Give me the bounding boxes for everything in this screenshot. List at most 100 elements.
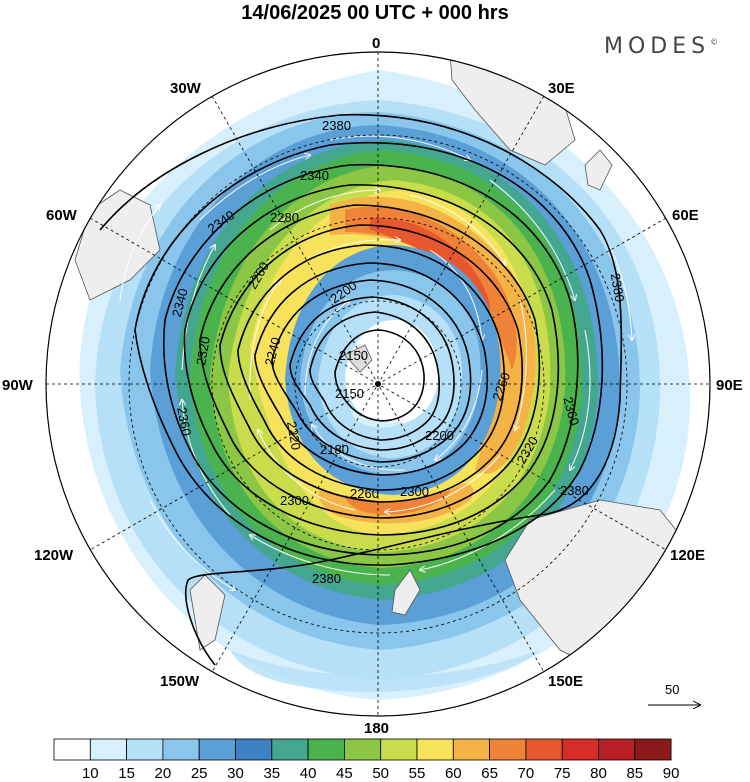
- contour-2320: [183, 184, 560, 536]
- streamline: [409, 194, 505, 265]
- contour-2200: [289, 296, 455, 451]
- lon-label-60e: 60E: [672, 207, 699, 224]
- contour-label: 2380: [312, 571, 341, 586]
- colorbar-label: 50: [372, 765, 389, 782]
- colorbar-label: 70: [518, 765, 535, 782]
- colorbar-label: 20: [155, 765, 172, 782]
- colorbar-swatch: [489, 738, 527, 761]
- streamline: [149, 499, 235, 590]
- colorbar-label: 85: [626, 765, 643, 782]
- streamline: [250, 535, 391, 576]
- lon-label-150e: 150E: [548, 673, 583, 690]
- contour-2150: [334, 329, 425, 422]
- colorbar: 10 15 20 25 30 35 40 45 50 55 60 65 70 75 80 85 90: [53, 738, 679, 782]
- streamline: [489, 179, 575, 300]
- streamline: [119, 205, 160, 301]
- streamline: [181, 245, 215, 371]
- colorbar-swatch: [126, 738, 164, 761]
- contour-2340: [162, 163, 579, 556]
- colorbar-label: 25: [191, 765, 208, 782]
- brand-mark: ©: [710, 37, 719, 47]
- colorbar-swatch: [198, 738, 236, 761]
- streamline: [515, 299, 527, 430]
- contour-label: 2360: [174, 406, 194, 437]
- colorbar-swatch: [634, 738, 672, 761]
- streamline: [420, 489, 556, 570]
- colorbar-swatch: [452, 738, 490, 761]
- streamline: [570, 329, 591, 470]
- contour-label-layer: 2380 2380 2380 2380 2360 2360 2340 2340 …: [169, 118, 628, 586]
- colorbar-swatch: [53, 738, 91, 761]
- contour-2180: [309, 311, 441, 441]
- madagascar-land: [584, 149, 613, 191]
- colorbar-label: 55: [409, 765, 426, 782]
- antarctic-peninsula: [344, 344, 373, 373]
- colorbar-swatch: [89, 738, 128, 761]
- latitude-circle: [128, 134, 628, 634]
- lon-label-60w: 60W: [46, 207, 78, 224]
- streamline: [269, 190, 380, 231]
- lon-label-180: 180: [364, 720, 389, 737]
- contour-label: 2380: [608, 272, 628, 303]
- contour-label: 2150: [335, 386, 364, 401]
- streamline: [258, 430, 356, 511]
- contour-2220: [271, 279, 472, 463]
- colorbar-swatch: [343, 738, 382, 761]
- contour-label: 2220: [284, 420, 304, 451]
- colorbar-swatch: [162, 738, 200, 761]
- landmasses: [74, 52, 701, 681]
- streamline: [304, 300, 350, 396]
- streamline: [199, 155, 310, 221]
- colorbar-swatch: [380, 738, 418, 761]
- shade-calm-core: [345, 319, 439, 425]
- lon-label-30e: 30E: [548, 80, 575, 97]
- streamline: [385, 454, 501, 512]
- contour-2360: [134, 141, 604, 566]
- colorbar-label: 80: [590, 765, 607, 782]
- contour-2240: [254, 262, 489, 476]
- contour-label: 2300: [400, 484, 429, 499]
- lon-label-120w: 120W: [34, 547, 74, 564]
- colorbar-label: 10: [82, 765, 99, 782]
- colorbar-swatch: [235, 738, 273, 761]
- contour-label: 2380: [322, 118, 351, 133]
- map-title: 14/06/2025 00 UTC + 000 hrs: [241, 2, 509, 24]
- shade-stripe-south: [230, 650, 540, 692]
- shade-70-south: [345, 490, 450, 515]
- contour-label: 2380: [560, 483, 589, 498]
- contour-label: 2150: [339, 348, 368, 363]
- shade-10-core-rim: [350, 408, 405, 428]
- colorbar-label: 60: [445, 765, 462, 782]
- colorbar-swatch: [561, 738, 599, 761]
- lon-label-0: 0: [372, 35, 380, 52]
- lon-label-30w: 30W: [170, 80, 202, 97]
- contour-label: 2360: [560, 395, 582, 427]
- contour-label: 2280: [270, 210, 299, 225]
- contour-label: 2260: [350, 486, 379, 501]
- streamline: [312, 425, 406, 471]
- colorbar-swatch: [525, 738, 563, 761]
- lon-label-120e: 120E: [670, 547, 705, 564]
- streamline: [249, 280, 280, 401]
- contour-2380: [99, 114, 623, 666]
- colorbar-label: 45: [336, 765, 353, 782]
- new-zealand-land: [391, 569, 421, 616]
- contour-2260: [237, 244, 506, 491]
- contour-2300: [199, 204, 541, 519]
- map-boundary: [45, 51, 711, 717]
- contour-label: 2240: [262, 336, 284, 368]
- contour-label: 2340: [300, 168, 329, 183]
- brand-name: MODES: [604, 34, 711, 59]
- reference-vector-label: 50: [665, 682, 679, 697]
- colorbar-label: 75: [554, 765, 571, 782]
- colorbar-swatch: [598, 738, 636, 761]
- colorbar-label: 30: [227, 765, 244, 782]
- colorbar-swatch: [271, 738, 309, 761]
- longitude-labels: 0 180 90W 90E 30W 30E 60W 60E 120W 120E …: [2, 35, 743, 737]
- colorbar-swatch: [416, 738, 454, 761]
- streamline: [429, 249, 482, 340]
- contour-label: 2200: [425, 428, 454, 443]
- wind-streamlines: [119, 135, 632, 590]
- contour-label: 2340: [169, 287, 191, 319]
